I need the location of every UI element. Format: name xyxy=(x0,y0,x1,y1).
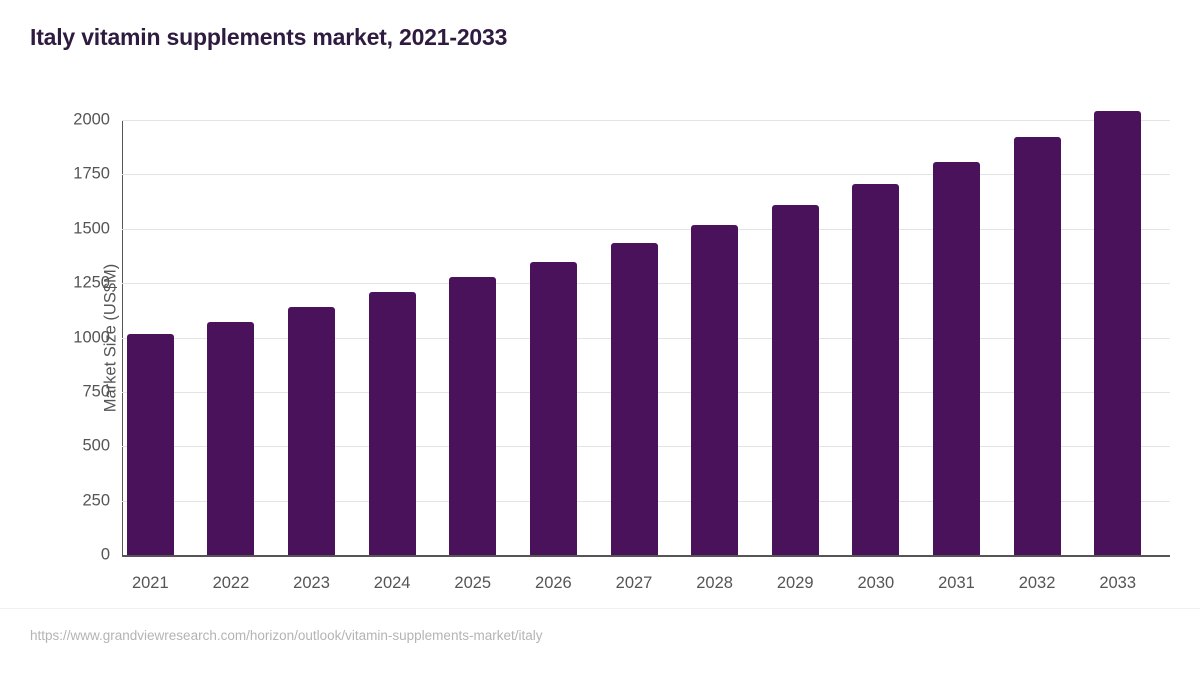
gridline xyxy=(122,174,1170,176)
x-axis-tick-label: 2022 xyxy=(212,574,250,592)
y-axis-tick-label: 2000 xyxy=(73,110,110,129)
x-axis-tick-label: 2028 xyxy=(696,574,733,592)
x-axis-tick-label: 2024 xyxy=(373,574,411,592)
y-axis-tick-label: 1500 xyxy=(73,219,110,238)
bar[interactable] xyxy=(449,277,497,555)
bar[interactable] xyxy=(1013,137,1061,555)
x-axis-tick-label: 2027 xyxy=(615,574,653,592)
bar[interactable] xyxy=(368,292,416,555)
y-axis-tick-label: 1250 xyxy=(73,273,110,292)
page-title: Italy vitamin supplements market, 2021-2… xyxy=(30,24,508,50)
bar[interactable] xyxy=(771,204,819,555)
y-axis-tick-label: 500 xyxy=(82,436,110,455)
bar[interactable] xyxy=(288,307,336,555)
gridline xyxy=(122,228,1170,230)
gridline xyxy=(122,120,1170,121)
x-axis-tick-label: 2021 xyxy=(131,574,169,592)
footer-divider xyxy=(0,608,1200,609)
y-axis-tick-label: 250 xyxy=(82,491,110,510)
y-axis-tick-labels: 0 250 500 750 1000 1250 1500 1750 2000 xyxy=(0,111,110,564)
x-axis-tick-label: 2025 xyxy=(454,574,492,592)
x-axis-tick-label: 2032 xyxy=(1018,574,1056,592)
bar[interactable] xyxy=(691,224,739,555)
x-axis-baseline xyxy=(122,555,1170,557)
y-axis-tick-label: 0 xyxy=(100,545,110,564)
bar[interactable] xyxy=(126,334,174,555)
bar[interactable] xyxy=(529,262,577,555)
x-axis-tick-label: 2030 xyxy=(857,574,895,592)
y-axis-tick-label: 1750 xyxy=(73,164,110,183)
x-axis-tick-labels: 2021 2022 2023 2024 2025 2026 2027 2028 2029 2030… xyxy=(122,556,1170,592)
x-axis-tick-label: 2029 xyxy=(776,574,814,592)
bar[interactable] xyxy=(932,162,980,555)
x-axis-tick-label: 2026 xyxy=(535,574,572,592)
x-axis-tick-label: 2031 xyxy=(938,574,975,592)
bar[interactable] xyxy=(1094,111,1142,555)
y-axis-tick-label: 750 xyxy=(82,382,110,401)
bar[interactable] xyxy=(610,243,658,555)
bar[interactable] xyxy=(207,321,255,555)
x-axis-tick-label: 2023 xyxy=(293,574,330,592)
source-url-label: https://www.grandviewresearch.com/horizo… xyxy=(30,628,543,643)
plot-area xyxy=(122,111,1170,557)
bar[interactable] xyxy=(852,184,900,555)
x-axis-tick-label: 2033 xyxy=(1099,574,1137,592)
y-axis-tick-label: 1000 xyxy=(73,328,110,346)
